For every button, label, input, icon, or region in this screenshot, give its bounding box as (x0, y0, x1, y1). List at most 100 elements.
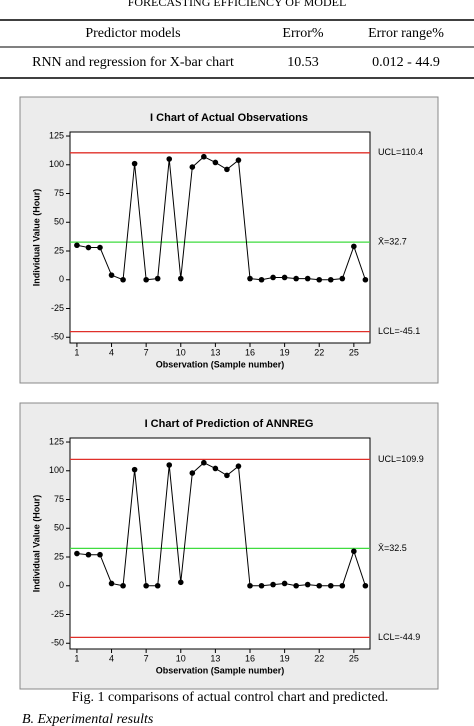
x-tick-label: 19 (280, 347, 290, 357)
data-point (177, 275, 184, 282)
y-axis-label: Individual Value (Hour) (31, 189, 41, 287)
data-point (108, 580, 115, 587)
data-point (362, 276, 369, 283)
data-point (74, 242, 80, 249)
y-tick-label: 100 (49, 465, 64, 475)
data-point (327, 582, 334, 589)
control-line-label: LCL=-44.9 (378, 632, 420, 642)
x-tick-label: 16 (245, 347, 255, 357)
y-tick-label: 25 (54, 551, 64, 561)
data-point (316, 582, 323, 589)
data-point (120, 276, 126, 283)
x-tick-label: 10 (176, 347, 186, 357)
plot-area (69, 437, 371, 650)
data-point (97, 551, 103, 558)
data-point (270, 274, 276, 281)
data-point (351, 548, 357, 555)
x-tick-label: 1 (74, 347, 79, 357)
data-point (120, 582, 126, 589)
table-header: Error% (282, 26, 324, 41)
data-point (281, 580, 288, 587)
data-point (247, 582, 253, 589)
data-point (235, 463, 242, 469)
x-tick-label: 16 (245, 653, 255, 663)
control-line-label: UCL=110.4 (378, 147, 423, 157)
data-point (224, 166, 230, 173)
table-header: Error range% (368, 26, 444, 41)
x-tick-label: 1 (74, 653, 79, 663)
chart: I Chart of Actual Observations Individual… (19, 96, 439, 384)
chart: I Chart of Prediction of ANNREG Individua… (19, 402, 439, 690)
table-cell: 0.012 - 44.9 (372, 55, 440, 70)
y-tick-label: 25 (54, 245, 64, 255)
x-tick-label: 7 (144, 347, 149, 357)
y-tick-label: 75 (54, 494, 64, 504)
data-point (85, 551, 92, 558)
data-point (108, 272, 115, 278)
x-tick-label: 10 (176, 653, 186, 663)
x-tick-label: 22 (314, 347, 324, 357)
data-point (327, 276, 334, 283)
data-point (258, 582, 265, 589)
control-line-label: UCL=109.9 (378, 454, 424, 464)
x-tick-label: 25 (349, 347, 359, 357)
data-point (166, 462, 173, 468)
data-point (177, 579, 184, 586)
control-line-label: X̄=32.7 (378, 237, 407, 247)
data-point (316, 276, 323, 283)
data-point (247, 275, 253, 282)
y-axis-label: Individual Value (Hour) (31, 495, 41, 593)
y-tick-label: 0 (59, 274, 64, 284)
data-point (97, 244, 103, 251)
x-tick-label: 13 (210, 653, 220, 663)
data-point (224, 472, 230, 479)
data-point (154, 582, 161, 589)
x-tick-label: 13 (210, 347, 220, 357)
x-axis-label: Observation (Sample number) (156, 665, 285, 675)
plot-area (69, 131, 371, 344)
data-point (339, 275, 346, 282)
y-tick-label: 50 (54, 523, 64, 533)
y-tick-label: -25 (51, 609, 64, 619)
data-point (304, 581, 311, 588)
y-tick-label: 50 (54, 217, 64, 227)
data-point (201, 459, 207, 466)
y-tick-label: 100 (49, 159, 64, 169)
data-point (235, 157, 242, 163)
data-point (143, 276, 149, 283)
table-title: FORECASTING EFFICIENCY OF MODEL (128, 0, 347, 9)
y-tick-label: -50 (51, 638, 64, 648)
y-tick-label: 75 (54, 188, 64, 198)
y-tick-label: -50 (51, 332, 64, 342)
data-point (212, 159, 219, 166)
data-point (166, 156, 173, 162)
section-heading: B. Experimental results (22, 712, 154, 726)
table-cell: RNN and regression for X-bar chart (32, 55, 234, 70)
x-axis-label: Observation (Sample number) (156, 359, 285, 369)
control-line-label: X̄=32.5 (378, 543, 407, 553)
data-point (131, 466, 138, 473)
data-point (304, 275, 311, 282)
figure-caption: Fig. 1 comparisons of actual control cha… (72, 690, 388, 705)
y-tick-label: -25 (51, 303, 64, 313)
x-tick-label: 25 (349, 653, 359, 663)
data-point (293, 582, 299, 589)
data-point (189, 164, 196, 170)
y-tick-label: 0 (59, 580, 64, 590)
y-tick-label: 125 (49, 436, 64, 446)
x-tick-label: 19 (280, 653, 290, 663)
x-tick-label: 4 (109, 347, 114, 357)
x-tick-label: 22 (314, 653, 324, 663)
data-point (189, 470, 196, 476)
data-point (281, 274, 288, 281)
data-point (293, 275, 299, 282)
x-tick-label: 4 (109, 653, 114, 663)
data-point (154, 275, 161, 282)
chart-title: I Chart of Actual Observations (150, 112, 308, 124)
chart-title: I Chart of Prediction of ANNREG (145, 418, 314, 430)
x-tick-label: 7 (144, 653, 149, 663)
table-header: Predictor models (85, 26, 180, 41)
y-tick-label: 125 (49, 130, 64, 140)
